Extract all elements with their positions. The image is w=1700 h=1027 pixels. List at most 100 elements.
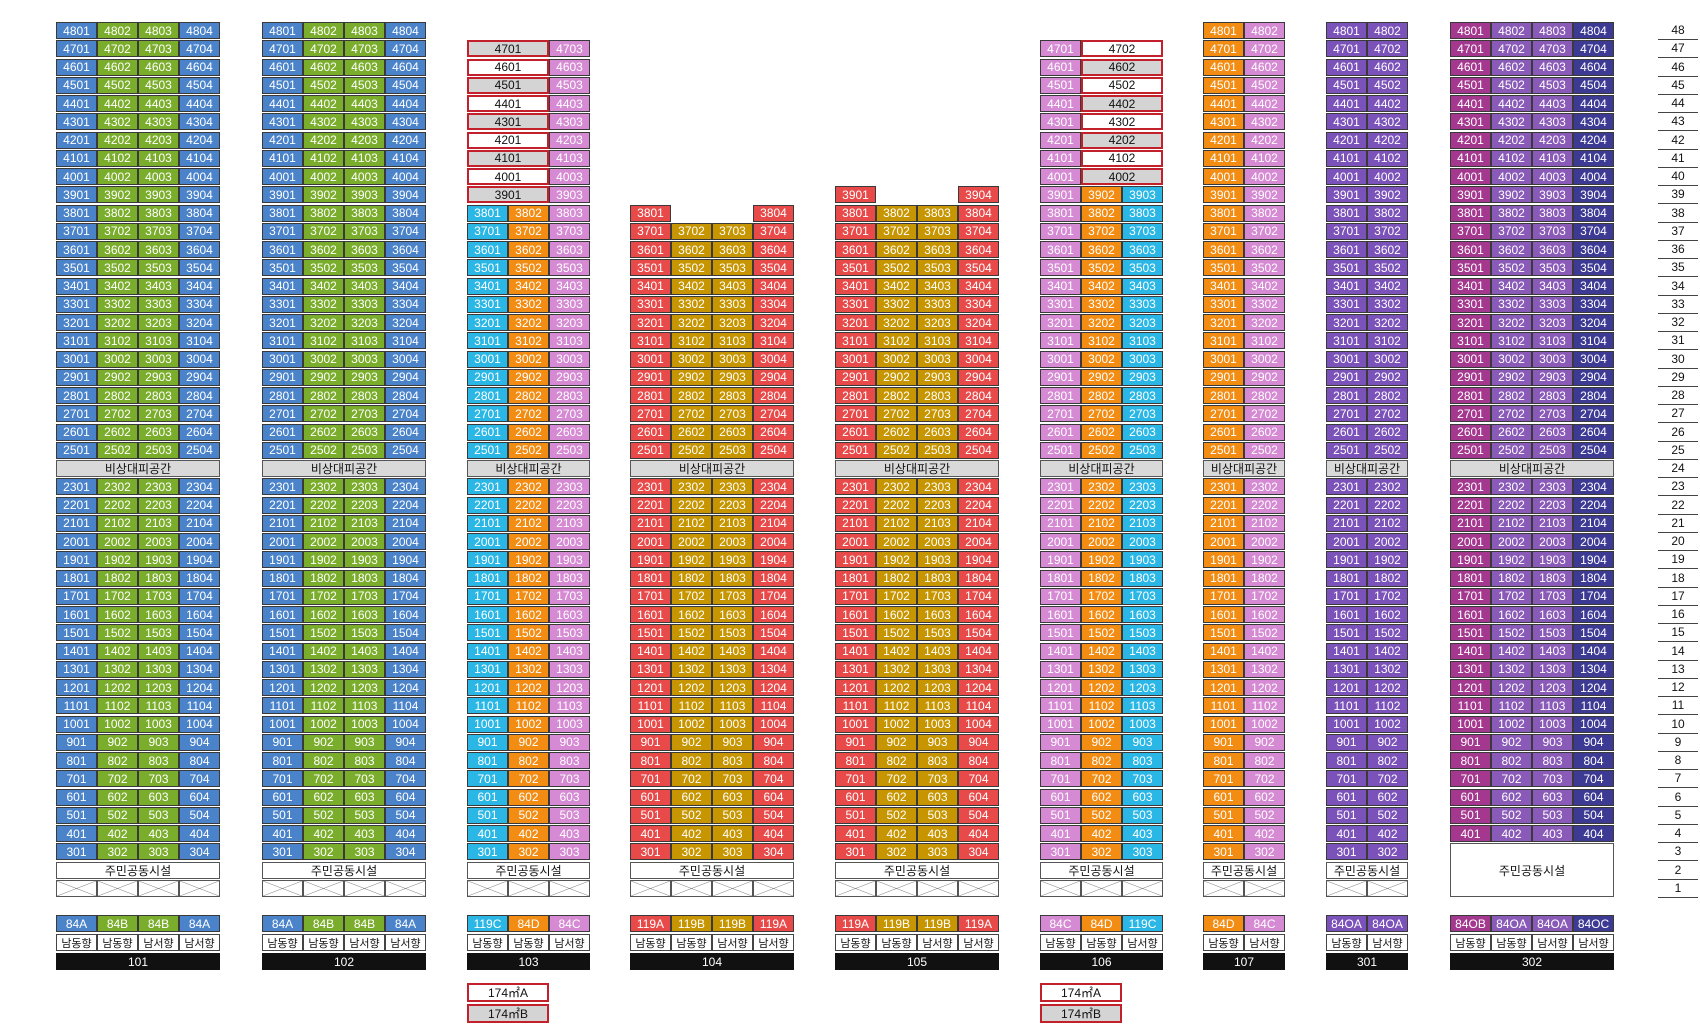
- unit-cell: 301: [835, 843, 876, 861]
- unit-cell: 3103: [917, 332, 958, 350]
- unit-cell: 3201: [262, 314, 303, 331]
- unit-cell: 3504: [179, 259, 220, 277]
- unit-cell: 3501: [1326, 259, 1367, 277]
- unit-cell: 1704: [179, 587, 220, 605]
- unit-cell: 701: [1450, 770, 1491, 788]
- unit-cell: 2203: [344, 496, 385, 514]
- unit-cell: 4502: [1081, 76, 1163, 94]
- unit-cell: 301: [1040, 843, 1081, 861]
- unit-cell: 1801: [1040, 569, 1081, 587]
- orientation-label: 남서향: [958, 934, 999, 951]
- unit-cell: 3004: [385, 350, 426, 368]
- unit-cell: 3701: [262, 222, 303, 240]
- orientation-label: 남동향: [876, 934, 917, 951]
- unit-cell: 2901: [835, 368, 876, 386]
- unit-cell: 404: [385, 825, 426, 842]
- unit-cell: 3104: [385, 332, 426, 350]
- unit-type-label: 119C: [467, 915, 508, 932]
- unit-cell: 2302: [876, 478, 917, 496]
- unit-cell: 1703: [1532, 587, 1573, 605]
- unit-cell: 3903: [138, 186, 179, 204]
- unit-cell: 403: [712, 825, 753, 842]
- floor-number: 23: [1671, 479, 1685, 494]
- floor-divider: [1658, 513, 1698, 515]
- unit-cell: 4501: [1040, 76, 1081, 94]
- unit-cell: 4103: [138, 149, 179, 167]
- unit-cell: 2802: [303, 387, 344, 404]
- unit-cell: 4503: [344, 76, 385, 94]
- unit-cell: 801: [630, 752, 671, 769]
- unit-cell: 3503: [917, 259, 958, 277]
- penthouse-type-label: 174㎡B: [467, 1004, 549, 1023]
- unit-cell: 401: [1203, 825, 1244, 842]
- unit-cell: 1402: [1367, 642, 1408, 660]
- unit-cell: 2801: [1450, 387, 1491, 404]
- unit-cell: 703: [917, 770, 958, 788]
- unit-cell: 702: [1244, 770, 1285, 788]
- unit-cell: 2103: [138, 514, 179, 532]
- unit-cell: 4102: [1244, 149, 1285, 167]
- unit-cell: 3301: [835, 295, 876, 313]
- unit-cell: 3602: [97, 241, 138, 258]
- floor-number: 28: [1671, 388, 1685, 402]
- unit-cell: 802: [876, 752, 917, 769]
- unit-cell: 2301: [630, 478, 671, 496]
- unit-cell: 4401: [1203, 95, 1244, 112]
- unit-cell: 4201: [56, 131, 97, 149]
- unit-cell: 1102: [1081, 697, 1122, 715]
- orientation-label: 남서향: [1367, 934, 1408, 951]
- unit-cell: 1801: [56, 569, 97, 587]
- unit-cell: 801: [1203, 752, 1244, 769]
- unit-cell: 3203: [712, 314, 753, 331]
- unit-cell: 2003: [549, 533, 590, 550]
- floor-divider: [1658, 878, 1698, 880]
- unit-cell: 3004: [1573, 350, 1614, 368]
- unit-cell: 2802: [1491, 387, 1532, 404]
- unit-cell: 1602: [303, 606, 344, 623]
- unit-cell: 3202: [303, 314, 344, 331]
- unit-cell: 3304: [958, 295, 999, 313]
- unit-cell: 4102: [1367, 149, 1408, 167]
- unit-cell: 2101: [1040, 514, 1081, 532]
- floor-divider: [1658, 276, 1698, 278]
- orientation-label: 남서향: [344, 934, 385, 951]
- unit-cell: 3101: [467, 332, 508, 350]
- pilotis-cell: [549, 879, 590, 897]
- unit-cell: 4201: [1450, 131, 1491, 149]
- unit-cell: 1003: [1122, 715, 1163, 733]
- unit-cell: 504: [385, 806, 426, 824]
- unit-cell: 3503: [1532, 259, 1573, 277]
- unit-cell: 804: [958, 752, 999, 769]
- unit-cell: 4101: [1326, 149, 1367, 167]
- unit-cell: 3201: [630, 314, 671, 331]
- unit-cell: 1302: [876, 660, 917, 678]
- pilotis-cell: [262, 879, 303, 897]
- floor-divider: [1658, 550, 1698, 551]
- unit-cell: 3003: [1532, 350, 1573, 368]
- unit-cell: 4601: [1450, 58, 1491, 76]
- unit-cell: 404: [958, 825, 999, 842]
- unit-cell: 3003: [917, 350, 958, 368]
- floor-number: 4: [1674, 826, 1682, 840]
- unit-cell: 1003: [712, 715, 753, 733]
- unit-cell: 1604: [1573, 606, 1614, 623]
- floor-number: 41: [1671, 150, 1685, 165]
- building-name: 102: [262, 953, 426, 970]
- unit-cell: 502: [671, 806, 712, 824]
- unit-cell: 1402: [1244, 642, 1285, 660]
- unit-cell: 4801: [1326, 22, 1367, 39]
- unit-cell: 4501: [262, 76, 303, 94]
- unit-cell: 3601: [56, 241, 97, 258]
- unit-cell: 1602: [508, 606, 549, 623]
- unit-type-label: 84OA: [1491, 915, 1532, 932]
- unit-cell: 1304: [385, 660, 426, 678]
- unit-cell: 704: [958, 770, 999, 788]
- unit-cell: 3202: [876, 314, 917, 331]
- unit-cell: 2204: [958, 496, 999, 514]
- unit-cell: 3002: [1244, 350, 1285, 368]
- unit-cell: 4001: [262, 168, 303, 185]
- unit-cell: 802: [671, 752, 712, 769]
- unit-cell: 2902: [671, 368, 712, 386]
- unit-cell: 3002: [1367, 350, 1408, 368]
- unit-cell: 4704: [179, 40, 220, 58]
